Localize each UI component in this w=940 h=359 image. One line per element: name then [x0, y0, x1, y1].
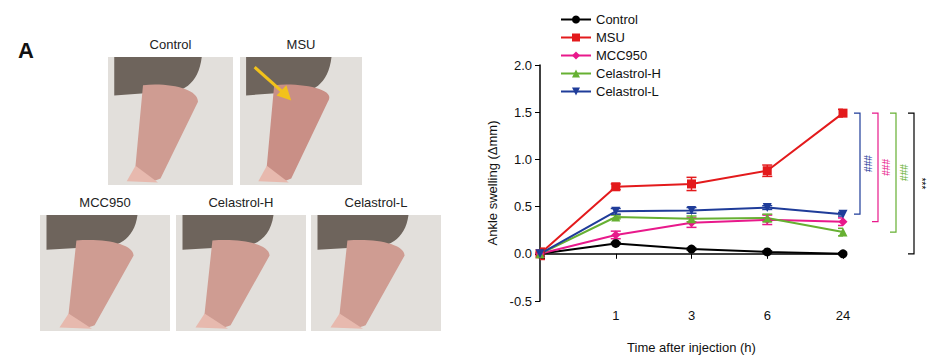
- html-text:Celastrol-L: Celastrol-L: [344, 195, 408, 210]
- svg-text:Time after injection (h): Time after injection (h): [627, 340, 756, 355]
- html-text:MSU: MSU: [286, 37, 316, 52]
- html-text:Celastrol-H: Celastrol-H: [208, 195, 274, 210]
- svg-text:MSU: MSU: [596, 30, 625, 45]
- svg-text:MCC950: MCC950: [596, 48, 647, 63]
- svg-text:###: ###: [862, 155, 873, 172]
- svg-text:Celastrol-H: Celastrol-H: [596, 66, 661, 81]
- svg-text:1: 1: [612, 308, 619, 323]
- svg-text:-0.5: -0.5: [510, 294, 532, 309]
- svg-text:2.0: 2.0: [514, 58, 532, 73]
- svg-text:###: ###: [880, 159, 891, 176]
- svg-text:Celastrol-L: Celastrol-L: [596, 84, 659, 99]
- svg-text:6: 6: [764, 308, 771, 323]
- svg-text:3: 3: [688, 308, 695, 323]
- svg-text:###: ###: [898, 164, 909, 181]
- html-text:A: A: [18, 38, 34, 63]
- svg-text:1.0: 1.0: [514, 152, 532, 167]
- svg-text:Ankle swelling (Δmm): Ankle swelling (Δmm): [485, 121, 500, 246]
- svg-text:1.5: 1.5: [514, 105, 532, 120]
- svg-text:Control: Control: [596, 12, 638, 27]
- svg-text:0.5: 0.5: [514, 199, 532, 214]
- svg-text:***: ***: [916, 178, 927, 190]
- svg-text:24: 24: [836, 308, 850, 323]
- html-text:Control: Control: [149, 37, 192, 52]
- html-text:MCC950: MCC950: [79, 195, 131, 210]
- svg-text:0.0: 0.0: [514, 246, 532, 261]
